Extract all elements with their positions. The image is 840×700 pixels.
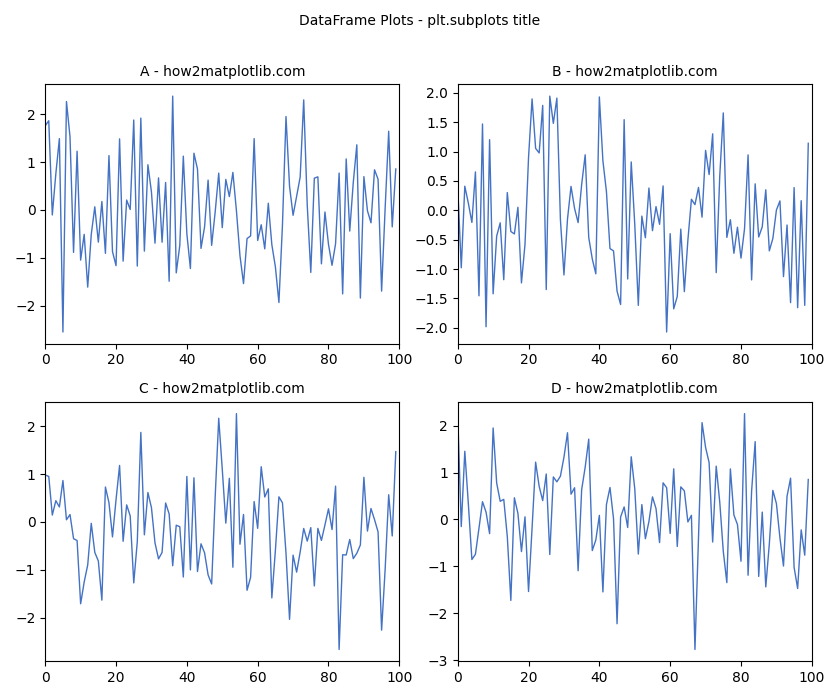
Text: DataFrame Plots - plt.subplots title: DataFrame Plots - plt.subplots title (299, 14, 541, 28)
Title: D - how2matplotlib.com: D - how2matplotlib.com (551, 382, 718, 396)
Title: C - how2matplotlib.com: C - how2matplotlib.com (139, 382, 305, 396)
Title: B - how2matplotlib.com: B - how2matplotlib.com (552, 65, 717, 79)
Title: A - how2matplotlib.com: A - how2matplotlib.com (139, 65, 305, 79)
